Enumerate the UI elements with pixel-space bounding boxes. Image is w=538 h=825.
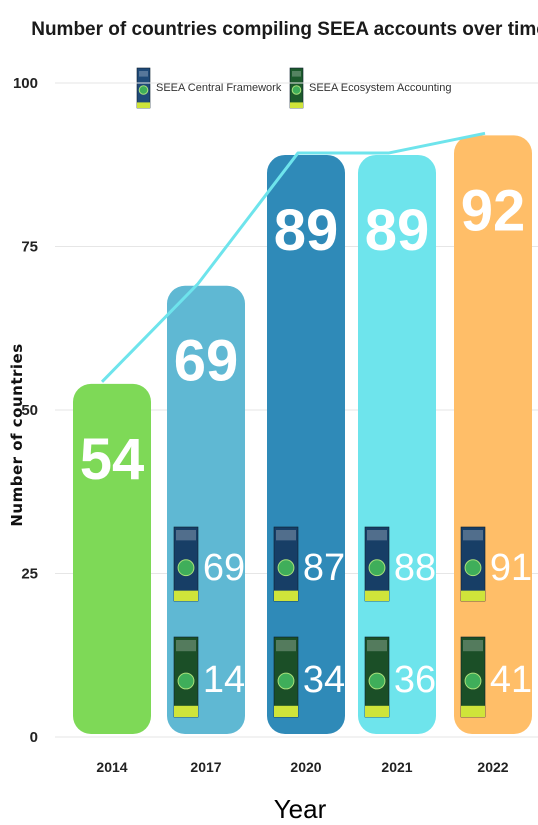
x-tick-label: 2017 <box>190 759 221 775</box>
total-label-2014: 54 <box>80 427 145 492</box>
trend-polyline <box>100 131 486 383</box>
bars <box>73 135 532 734</box>
trend-line <box>100 131 486 383</box>
total-label-2022: 92 <box>461 178 526 243</box>
y-tick-label: 50 <box>21 402 38 419</box>
central-framework-label-2020: 87 <box>303 547 345 589</box>
central-framework-book-icon <box>273 526 299 602</box>
ecosystem-accounting-label-2020: 34 <box>303 659 345 701</box>
x-axis-label: Year <box>274 794 327 824</box>
ecosystem-accounting-label-2021: 36 <box>394 659 436 701</box>
bar-2014 <box>73 383 151 734</box>
legend-label: SEEA Ecosystem Accounting <box>309 82 451 94</box>
x-axis-ticks: 2014 2017 2020 2021 2022 <box>96 759 508 775</box>
y-tick-label: 25 <box>21 566 38 583</box>
x-tick-label: 2020 <box>290 759 321 775</box>
ecosystem-accounting-book-icon <box>273 636 299 718</box>
central-framework-label-2017: 69 <box>203 547 245 589</box>
ecosystem-accounting-book-icon <box>460 636 486 718</box>
central-framework-book-icon <box>136 67 151 109</box>
central-framework-book-icon <box>173 526 199 602</box>
total-label-2021: 89 <box>365 198 430 263</box>
legend: SEEA Central Framework SEEA Ecosystem Acc… <box>136 67 451 109</box>
total-label-2017: 69 <box>174 329 239 394</box>
data-labels: 54 69 69 14 89 87 34 89 88 36 92 91 41 <box>80 178 532 718</box>
y-tick-label: 0 <box>30 729 38 746</box>
x-tick-label: 2022 <box>477 759 508 775</box>
ecosystem-accounting-book-icon <box>289 67 304 109</box>
ecosystem-accounting-book-icon <box>364 636 390 718</box>
total-label-2020: 89 <box>274 198 339 263</box>
ecosystem-accounting-label-2017: 14 <box>203 659 245 701</box>
ecosystem-accounting-book-icon <box>173 636 199 718</box>
central-framework-book-icon <box>460 526 486 602</box>
y-tick-label: 75 <box>21 239 38 256</box>
y-axis-label: Number of countries <box>8 343 26 526</box>
x-tick-label: 2014 <box>96 759 127 775</box>
y-tick-label: 100 <box>13 75 38 92</box>
x-tick-label: 2021 <box>381 759 412 775</box>
central-framework-book-icon <box>364 526 390 602</box>
legend-label: SEEA Central Framework <box>156 82 282 94</box>
chart-title: Number of countries compiling SEEA accou… <box>31 19 538 40</box>
central-framework-label-2022: 91 <box>490 547 532 589</box>
bar-2017 <box>167 285 245 734</box>
y-axis-ticks: 0 25 50 75 100 <box>13 75 38 746</box>
central-framework-label-2021: 88 <box>394 547 436 589</box>
ecosystem-accounting-label-2022: 41 <box>490 659 532 701</box>
